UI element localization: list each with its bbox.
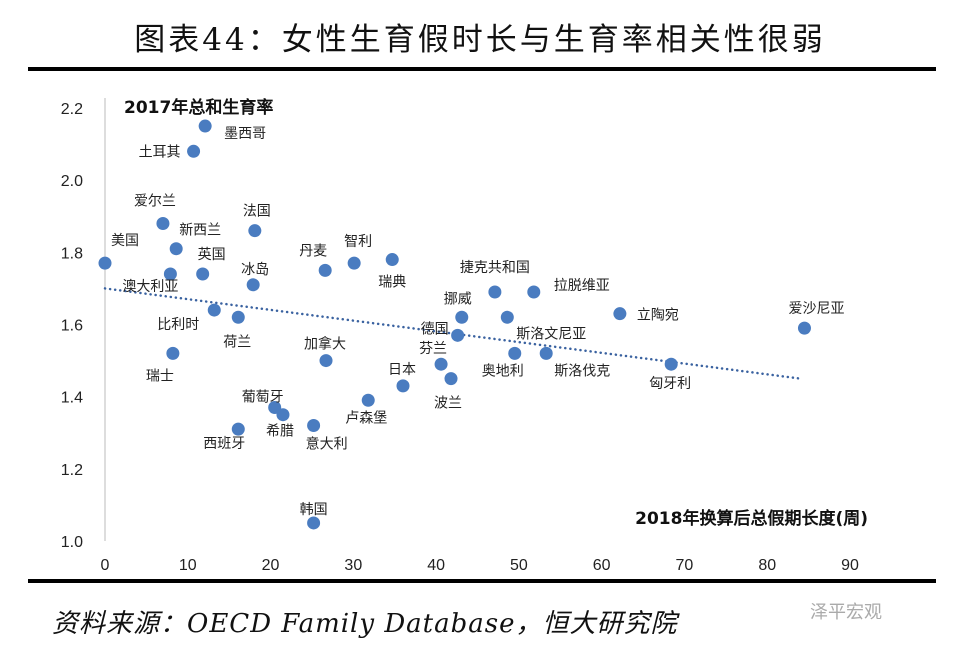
data-point xyxy=(98,256,112,270)
point-label: 斯洛文尼亚 xyxy=(516,326,586,342)
point-label: 奥地利 xyxy=(482,362,524,379)
data-point xyxy=(156,216,170,230)
y-tick-label: 2.2 xyxy=(61,101,83,118)
x-tick-label: 60 xyxy=(593,557,611,574)
data-point xyxy=(347,256,361,270)
point-label: 法国 xyxy=(243,204,271,220)
point-label: 美国 xyxy=(111,233,139,249)
data-point xyxy=(508,346,522,360)
point-label: 葡萄牙 xyxy=(242,389,284,405)
data-point xyxy=(488,285,502,299)
y-tick-label: 1.8 xyxy=(61,245,83,262)
point-label: 爱沙尼亚 xyxy=(788,301,844,317)
y-tick-label: 1.2 xyxy=(61,462,83,479)
data-point xyxy=(527,285,541,299)
point-label: 立陶宛 xyxy=(637,308,679,324)
point-label: 瑞士 xyxy=(146,368,174,384)
data-point xyxy=(231,310,245,324)
bottom-rule xyxy=(28,579,936,583)
point-label: 芬兰 xyxy=(419,341,447,357)
data-point xyxy=(196,267,210,281)
data-point xyxy=(361,393,375,407)
x-tick-label: 10 xyxy=(179,557,197,574)
data-point xyxy=(231,422,245,436)
data-point xyxy=(664,357,678,371)
point-label: 比利时 xyxy=(157,317,199,333)
x-axis-label: 2018年换算后总假期长度(周) xyxy=(635,508,868,529)
point-label: 捷克共和国 xyxy=(460,260,530,276)
point-label: 西班牙 xyxy=(203,436,245,452)
point-label: 荷兰 xyxy=(223,334,251,350)
data-point xyxy=(246,278,260,292)
data-point xyxy=(307,419,321,433)
point-label: 澳大利亚 xyxy=(122,279,178,295)
data-point xyxy=(444,372,458,386)
point-label: 瑞典 xyxy=(378,275,406,291)
x-tick-label: 70 xyxy=(676,557,694,574)
point-label: 希腊 xyxy=(266,424,294,440)
data-point xyxy=(451,328,465,342)
point-label: 墨西哥 xyxy=(224,126,266,142)
y-tick-label: 1.4 xyxy=(61,390,83,407)
data-point xyxy=(434,357,448,371)
trend-line xyxy=(103,287,802,380)
watermark: 泽平宏观 xyxy=(810,602,882,623)
point-label: 丹麦 xyxy=(299,243,327,259)
data-point xyxy=(319,354,333,368)
y-axis-label: 2017年总和生育率 xyxy=(124,97,273,118)
x-tick-label: 30 xyxy=(344,557,362,574)
data-point xyxy=(385,253,399,267)
data-point xyxy=(396,379,410,393)
point-label: 匈牙利 xyxy=(649,376,691,392)
y-tick-label: 1.6 xyxy=(61,318,83,335)
point-label: 土耳其 xyxy=(139,144,181,160)
y-tick-label: 2.0 xyxy=(61,173,83,190)
point-label: 加拿大 xyxy=(304,336,346,353)
data-point xyxy=(539,346,553,360)
point-label: 卢森堡 xyxy=(345,410,387,426)
data-point xyxy=(455,310,469,324)
data-point xyxy=(613,307,627,321)
point-label: 冰岛 xyxy=(241,262,269,278)
top-rule xyxy=(28,67,936,71)
y-tick-label: 1.0 xyxy=(61,534,83,551)
data-point xyxy=(207,303,221,317)
point-label: 韩国 xyxy=(300,502,328,518)
data-point xyxy=(166,346,180,360)
data-point xyxy=(318,263,332,277)
data-point xyxy=(163,267,177,281)
data-point xyxy=(276,408,290,422)
point-label: 新西兰 xyxy=(179,223,221,239)
data-point xyxy=(169,242,183,256)
point-label: 斯洛伐克 xyxy=(554,363,610,379)
point-label: 德国 xyxy=(421,321,449,337)
point-label: 爱尔兰 xyxy=(134,193,176,209)
point-label: 拉脱维亚 xyxy=(554,278,610,294)
point-label: 意大利 xyxy=(306,436,348,453)
data-point xyxy=(797,321,811,335)
source-note: 资料来源：OECD Family Database，恒大研究院 xyxy=(52,609,678,639)
x-tick-label: 20 xyxy=(262,557,280,574)
chart-title: 图表44：女性生育假时长与生育率相关性很弱 xyxy=(134,22,826,58)
x-tick-label: 40 xyxy=(427,557,445,574)
data-point xyxy=(248,224,262,238)
x-tick-label: 90 xyxy=(841,557,859,574)
point-label: 波兰 xyxy=(434,396,462,412)
x-tick-label: 0 xyxy=(101,557,110,574)
data-point xyxy=(187,144,201,158)
x-tick-label: 50 xyxy=(510,557,528,574)
point-label: 日本 xyxy=(388,362,416,378)
data-point xyxy=(500,310,514,324)
data-point xyxy=(307,516,321,530)
point-label: 挪威 xyxy=(444,291,472,307)
data-point xyxy=(198,119,212,133)
x-tick-label: 80 xyxy=(758,557,776,574)
point-label: 英国 xyxy=(198,246,226,263)
point-label: 智利 xyxy=(344,234,372,250)
